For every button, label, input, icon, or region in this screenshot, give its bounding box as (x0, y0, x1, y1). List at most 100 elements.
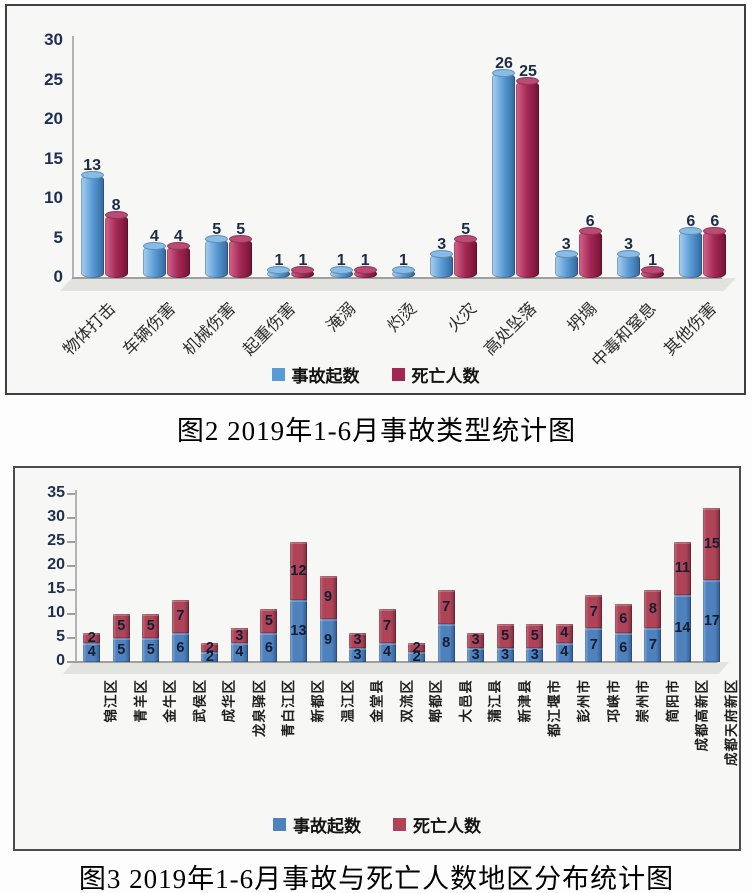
segment-value-label: 7 (442, 598, 451, 615)
category-label-cell: 温江区 (313, 676, 355, 804)
bar-value-label: 3 (624, 236, 633, 254)
legend-swatch-red (393, 818, 406, 831)
bar-value-label: 5 (212, 220, 222, 238)
segment-value-label: 5 (501, 627, 510, 644)
bar-事故起数[interactable] (205, 234, 229, 278)
category-label-cell: 武侯区 (166, 676, 207, 804)
bar-事故起数[interactable] (329, 266, 353, 278)
y-axis-tick-label: 30 (47, 508, 65, 525)
bar-死亡人数[interactable] (229, 234, 253, 278)
segment-死亡人数: 11 (673, 542, 691, 595)
bar-with-label: 8 (104, 197, 128, 278)
segment-事故起数: 9 (319, 618, 337, 662)
bar-死亡人数[interactable] (516, 76, 540, 278)
bar-with-label: 6 (578, 213, 602, 278)
segment-事故起数: 14 (673, 594, 691, 662)
bar-with-label: 3 (617, 236, 641, 278)
bar-事故起数[interactable] (267, 266, 291, 278)
bar-value-label: 3 (561, 236, 571, 254)
segment-value-label: 5 (117, 642, 126, 658)
bar-事故起数[interactable] (617, 250, 641, 278)
bar-group: 13 8 (80, 157, 128, 278)
legend-item-deaths[interactable]: 死亡人数 (391, 362, 480, 387)
y-axis-tick (67, 613, 75, 615)
segment-value-label: 3 (530, 646, 539, 663)
y-axis-tick (67, 541, 75, 543)
bar-死亡人数[interactable] (104, 210, 128, 278)
bar-with-label: 3 (430, 236, 454, 278)
segment-死亡人数: 3 (349, 633, 367, 648)
legend-item-accidents[interactable]: 事故起数 (271, 362, 360, 387)
category-label: 淹溺 (322, 298, 360, 336)
bar-死亡人数[interactable] (578, 226, 602, 278)
bar-死亡人数[interactable] (166, 242, 190, 278)
chart-legend: 事故起数 死亡人数 (15, 812, 739, 837)
bar-死亡人数[interactable] (353, 266, 377, 278)
bar-with-label: 3 (554, 236, 578, 278)
bar-value-label: 6 (686, 212, 696, 230)
bar-事故起数[interactable] (391, 266, 415, 278)
segment-事故起数: 3 (496, 648, 514, 662)
bar-死亡人数[interactable] (291, 266, 315, 278)
bar-事故起数[interactable] (492, 68, 516, 278)
segment-事故起数: 6 (171, 633, 189, 662)
bar-with-label: 1 (291, 252, 315, 278)
bar-事故起数[interactable] (142, 242, 166, 278)
bar-事故起数[interactable] (80, 171, 104, 278)
y-axis-tick-label: 5 (53, 227, 63, 247)
segment-死亡人数: 3 (467, 633, 485, 648)
y-axis-tick-label: 20 (47, 556, 65, 573)
bar-group: 26 25 (492, 55, 540, 278)
x-axis-labels: 锦江区 青羊区 金牛区 武侯区 成华区 龙泉驿区 青白江区 新都区 温江区 金堂县 双流区 郫都区 大邑… (77, 676, 739, 804)
bar-死亡人数[interactable] (454, 234, 478, 278)
legend-item-deaths[interactable]: 死亡人数 (393, 812, 481, 837)
legend-label-deaths: 死亡人数 (413, 817, 481, 836)
bar-with-label: 25 (516, 63, 540, 278)
bar-value-label: 3 (437, 236, 447, 254)
bar-事故起数[interactable] (430, 250, 454, 278)
bar-with-label: 5 (205, 220, 229, 278)
segment-value-label: 5 (530, 627, 539, 644)
category-label-cell: 高处坠落 (480, 294, 554, 370)
stacked-bar[interactable]: 11 14 (673, 542, 691, 662)
category-label-cell: 大邑县 (432, 676, 473, 804)
legend-item-accidents[interactable]: 事故起数 (273, 812, 361, 837)
segment-value-label: 6 (176, 639, 185, 656)
segment-value-label: 5 (117, 618, 126, 634)
segment-事故起数: 17 (703, 580, 721, 662)
category-label-cell: 新都区 (284, 676, 326, 804)
bar-死亡人数[interactable] (641, 266, 665, 278)
bar-事故起数[interactable] (679, 226, 703, 278)
bar-事故起数[interactable] (554, 250, 578, 278)
bar-死亡人数[interactable] (703, 226, 727, 278)
y-axis-tick-label: 25 (44, 69, 63, 89)
category-label-cell: 火灾 (434, 294, 494, 370)
stacked-bar[interactable]: 12 13 (289, 542, 307, 662)
bar-with-label: 1 (353, 252, 377, 278)
category-label-cell: 金堂县 (343, 676, 385, 804)
stacked-bar[interactable]: 15 17 (703, 508, 721, 662)
bar-value-label: 26 (495, 54, 513, 72)
segment-死亡人数: 2 (201, 640, 219, 655)
segment-value-label: 6 (264, 639, 273, 656)
